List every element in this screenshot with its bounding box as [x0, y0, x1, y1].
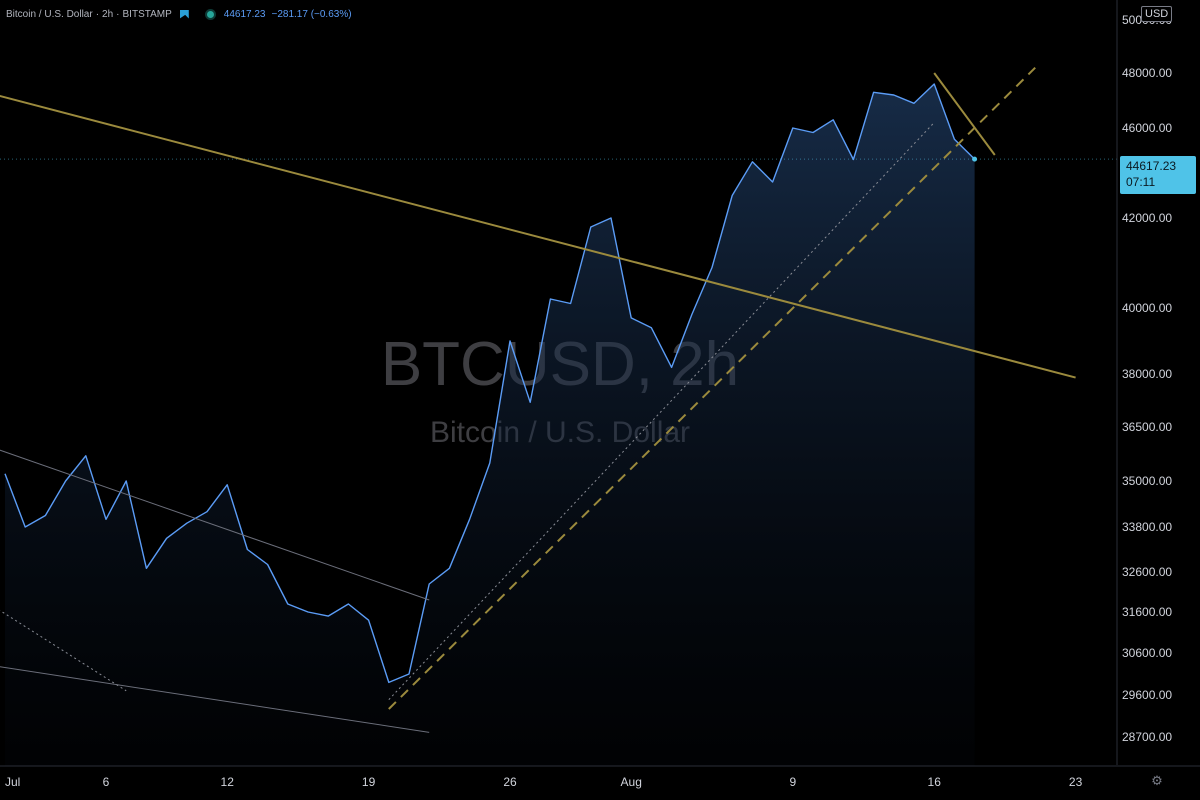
trendline-1[interactable]	[0, 87, 1076, 379]
price-axis[interactable]: 50000.0048000.0046000.0042000.0040000.00…	[1122, 13, 1172, 744]
time-tick-label: 26	[503, 775, 517, 789]
series-line[interactable]	[4, 83, 976, 684]
trendline-7[interactable]	[388, 122, 935, 701]
time-tick-label: 9	[789, 775, 796, 789]
symbol-legend: Bitcoin / U.S. Dollar · 2h · BITSTAMP 44…	[6, 6, 352, 22]
status-dot-icon	[206, 10, 214, 18]
time-tick-label: 19	[362, 775, 376, 789]
price-tick-label: 28700.00	[1122, 730, 1172, 744]
legend-exchange[interactable]: BITSTAMP	[122, 8, 172, 20]
time-tick-label: Aug	[621, 775, 642, 789]
price-tick-label: 40000.00	[1122, 301, 1172, 315]
legend-change: −281.17 (−0.63%)	[271, 8, 352, 20]
bar-countdown: 07:11	[1126, 175, 1156, 189]
legend-last-price: 44617.23	[223, 8, 266, 20]
gear-icon[interactable]: ⚙	[1151, 773, 1163, 788]
time-tick-label: 12	[221, 775, 235, 789]
last-price-point	[972, 156, 978, 162]
time-tick-label: 23	[1069, 775, 1083, 789]
price-tick-label: 29600.00	[1122, 688, 1172, 702]
legend-interval[interactable]: 2h	[102, 8, 114, 20]
trendline-5[interactable]	[0, 661, 430, 733]
price-tick-label: 36500.00	[1122, 420, 1172, 434]
legend-separator: ·	[95, 8, 100, 20]
currency-button[interactable]: USD	[1141, 6, 1173, 22]
last-price-value: 44617.23	[1126, 159, 1177, 173]
price-tick-label: 35000.00	[1122, 474, 1172, 488]
price-tick-label: 48000.00	[1122, 66, 1172, 80]
price-tick-label: 33800.00	[1122, 520, 1172, 534]
time-tick-label: 16	[928, 775, 942, 789]
price-tick-label: 31600.00	[1122, 605, 1172, 619]
trendline-6[interactable]	[0, 588, 127, 692]
legend-separator: ·	[116, 8, 120, 20]
plot-area	[0, 83, 1117, 766]
price-tick-label: 42000.00	[1122, 211, 1172, 225]
time-tick-label: Jul	[5, 775, 20, 789]
flag-icon[interactable]	[179, 9, 189, 19]
legend-symbol[interactable]: Bitcoin / U.S. Dollar	[6, 8, 93, 20]
trendline-3[interactable]	[933, 72, 996, 156]
drawing-layer	[0, 66, 1076, 733]
price-tick-label: 38000.00	[1122, 367, 1172, 381]
price-tick-label: 46000.00	[1122, 121, 1172, 135]
trendline-4[interactable]	[0, 438, 430, 601]
series-area	[5, 84, 975, 766]
time-axis[interactable]: Jul 6 12 19 26 Aug 9 16 23	[5, 775, 1083, 789]
price-tick-label: 32600.00	[1122, 565, 1172, 579]
price-tick-label: 30600.00	[1122, 646, 1172, 660]
last-price-tag: 44617.23 07:11	[1120, 156, 1196, 194]
time-tick-label: 6	[103, 775, 110, 789]
